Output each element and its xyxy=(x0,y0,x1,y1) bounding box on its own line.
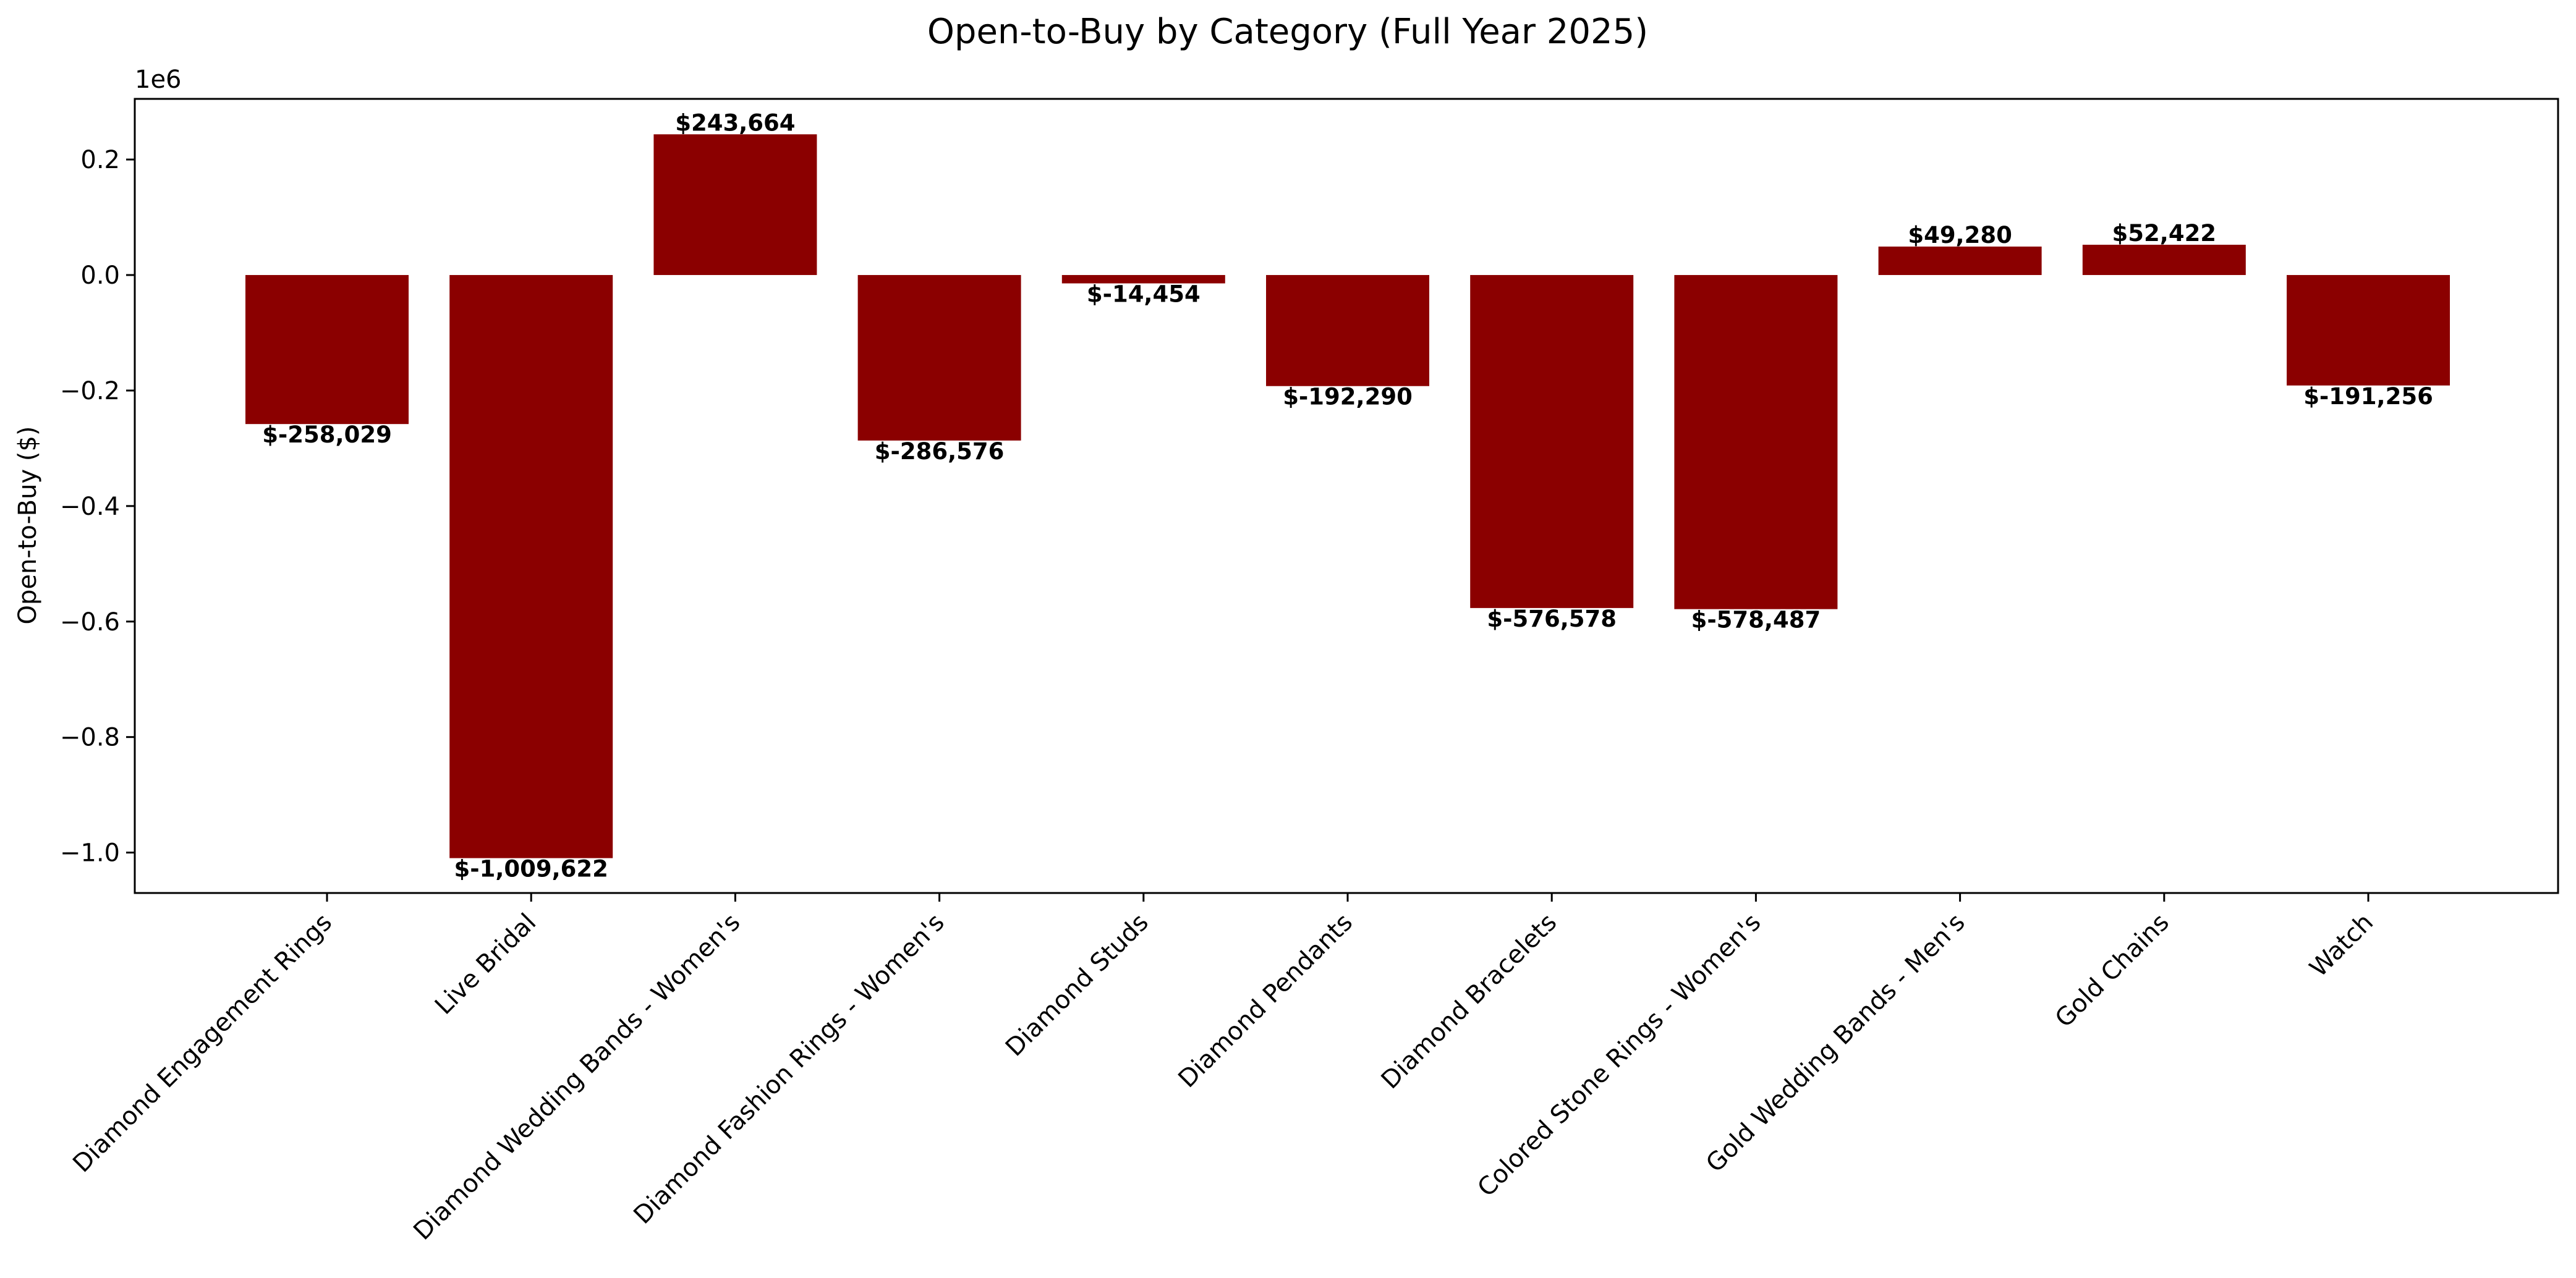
bar-1 xyxy=(245,275,409,425)
bar-2 xyxy=(449,275,613,858)
x-tick-label: Diamond Wedding Bands - Women's xyxy=(408,908,746,1246)
data-label-8: $-578,487 xyxy=(1691,607,1821,633)
plot-frame xyxy=(134,98,2559,894)
y-tick-label: −0.8 xyxy=(60,724,120,752)
x-tick-label: Diamond Studs xyxy=(1000,908,1154,1062)
bar-4 xyxy=(857,275,1021,441)
data-label-3: $243,664 xyxy=(675,109,795,136)
bars-group xyxy=(245,134,2450,858)
data-label-6: $-192,290 xyxy=(1283,384,1413,410)
y-tick-label: 0.0 xyxy=(80,261,120,290)
y-tick-label: 0.2 xyxy=(80,146,120,174)
y-tick-label: −0.2 xyxy=(60,377,120,405)
bar-7 xyxy=(1470,275,1634,608)
x-tick-label: Gold Chains xyxy=(2050,908,2175,1033)
x-tick-label: Watch xyxy=(2304,908,2379,983)
data-label-5: $-14,454 xyxy=(1087,281,1201,308)
bar-8 xyxy=(1674,275,1838,609)
x-tick-label: Diamond Fashion Rings - Women's xyxy=(628,908,950,1230)
bar-3 xyxy=(653,134,817,276)
bar-11 xyxy=(2287,275,2450,386)
y-tick-label: −0.4 xyxy=(60,493,120,521)
data-label-7: $-576,578 xyxy=(1487,606,1617,632)
y-axis: 0.2 0.0 −0.2 −0.4 −0.6 −0.8 −1.0 xyxy=(60,146,135,868)
bar-9 xyxy=(1878,246,2042,276)
data-label-9: $49,280 xyxy=(1908,222,2012,248)
bar-6 xyxy=(1266,275,1429,386)
data-label-2: $-1,009,622 xyxy=(454,856,608,882)
data-labels-group: $-258,029 $-1,009,622 $243,664 $-286,576 $-1… xyxy=(262,109,2433,882)
y-axis-label: Open-to-Buy ($) xyxy=(14,426,42,624)
y-axis-scale-label: 1e6 xyxy=(135,66,182,94)
x-tick-label: Live Bridal xyxy=(430,908,542,1020)
x-tick-label: Diamond Pendants xyxy=(1173,908,1358,1094)
data-label-4: $-286,576 xyxy=(875,438,1005,465)
data-label-1: $-258,029 xyxy=(262,421,392,448)
data-label-10: $52,422 xyxy=(2112,220,2217,247)
x-tick-label: Diamond Engagement Rings xyxy=(67,908,338,1179)
bar-10 xyxy=(2082,245,2246,276)
chart-title: Open-to-Buy by Category (Full Year 2025) xyxy=(927,12,1648,52)
data-label-11: $-191,256 xyxy=(2303,383,2433,410)
y-tick-label: −0.6 xyxy=(60,608,120,637)
bar-5 xyxy=(1061,275,1225,284)
y-tick-label: −1.0 xyxy=(60,839,120,868)
x-tick-label: Diamond Bracelets xyxy=(1376,908,1563,1095)
x-axis: Diamond Engagement Rings Live BridalDiamo… xyxy=(67,893,2379,1246)
